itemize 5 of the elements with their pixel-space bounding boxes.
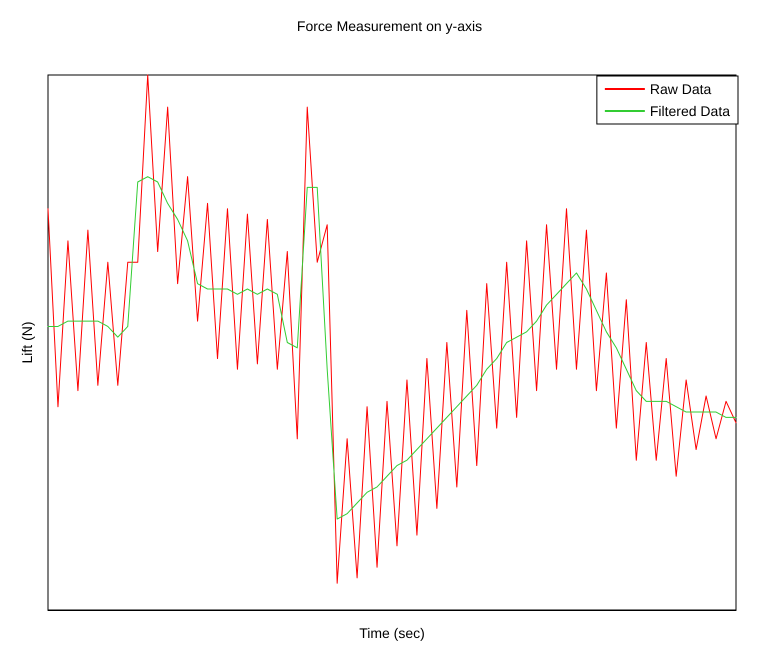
y-axis-title: Lift (N) xyxy=(19,322,35,364)
x-axis-title: Time (sec) xyxy=(359,625,425,641)
legend-label: Filtered Data xyxy=(650,103,730,119)
chart-title: Force Measurement on y-axis xyxy=(296,18,482,34)
legend-label: Raw Data xyxy=(650,81,712,97)
